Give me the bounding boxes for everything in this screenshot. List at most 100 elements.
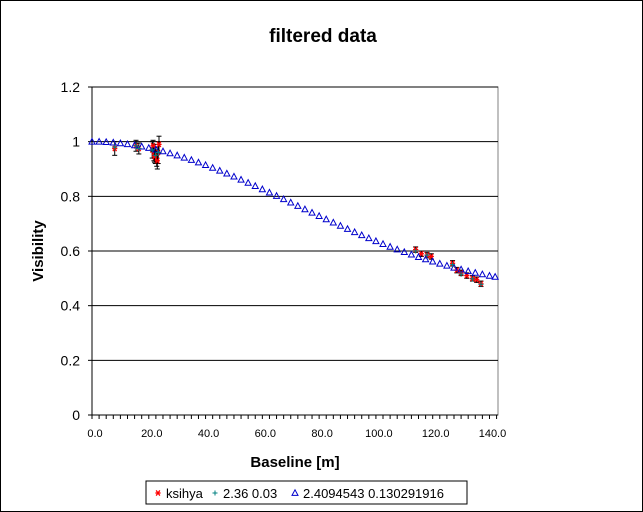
x-tick-label-4: 80.0	[311, 428, 332, 440]
fit-point-54	[471, 268, 480, 276]
fit-point-19	[223, 169, 231, 177]
fit-point-51	[450, 263, 458, 271]
fit-point-28	[286, 198, 295, 206]
plus-point-11	[478, 281, 484, 287]
plus-point-10	[469, 276, 475, 282]
fit-point-13	[180, 153, 189, 161]
legend-marker-0	[155, 490, 161, 496]
fit-point-53	[464, 266, 473, 275]
fit-point-34	[329, 218, 338, 226]
ksihya-marker-8	[156, 141, 162, 148]
fit-point-49	[435, 259, 444, 267]
fit-point-56	[485, 271, 494, 279]
fit-point-48	[428, 257, 437, 265]
x-axis-ticks: 0.0 20.0 40.0 60.0 80.0 100.0 120.0 140.0	[87, 415, 506, 440]
plus-point-1	[133, 143, 139, 149]
plus-point-6	[413, 248, 419, 254]
ksihya-marker-13	[418, 250, 424, 257]
fit-point-29	[294, 201, 302, 209]
fit-point-37	[350, 227, 359, 236]
series-plus-markers	[112, 143, 484, 287]
legend-marker-1	[212, 490, 218, 496]
fit-point-47	[421, 255, 430, 263]
y-tick-label-2: 0.4	[61, 298, 81, 314]
fit-point-36	[343, 224, 352, 232]
y-tick-label-3: 0.6	[61, 243, 81, 259]
fit-point-22	[244, 178, 252, 186]
fit-point-18	[215, 166, 224, 174]
fit-point-41	[379, 239, 387, 247]
plus-point-5	[155, 150, 161, 156]
fit-point-24	[258, 185, 267, 193]
x-tick-label-2: 40.0	[198, 428, 219, 440]
ksihya-marker-10	[154, 157, 160, 164]
legend-marker-2	[291, 488, 299, 496]
fit-point-0	[88, 137, 96, 145]
fit-point-39	[364, 233, 373, 242]
fit-point-33	[322, 215, 331, 223]
y-axis-label: Visibility	[30, 220, 47, 282]
fit-point-55	[478, 270, 487, 278]
plus-point-4	[152, 152, 158, 158]
y-tick-label-4: 0.8	[61, 188, 81, 204]
fit-point-30	[301, 205, 309, 213]
x-tick-label-7: 140.0	[479, 428, 507, 440]
fit-point-3	[109, 138, 118, 146]
fit-point-10	[159, 147, 167, 155]
ksihya-marker-21	[474, 276, 480, 283]
y-axis-ticks: 0 0.2 0.4 0.6 0.8 1 1.2	[61, 79, 92, 423]
legend-label-2: 2.4094543 0.130291916	[303, 486, 444, 501]
fit-point-26	[272, 191, 281, 199]
y-tick-label-5: 1	[72, 134, 80, 150]
fit-point-35	[336, 221, 345, 229]
x-tick-label-3: 60.0	[255, 428, 276, 440]
y-tick-label-6: 1.2	[61, 79, 81, 95]
x-tick-label-6: 120.0	[422, 428, 450, 440]
fit-point-20	[230, 172, 238, 180]
x-tick-label-5: 100.0	[365, 428, 393, 440]
plus-point-2	[136, 146, 142, 151]
fit-point-15	[194, 158, 203, 166]
ksihya-point-8	[156, 135, 162, 154]
legend-label-0: ksihya	[166, 486, 204, 501]
fit-point-44	[400, 247, 409, 256]
fit-point-43	[393, 245, 402, 253]
legend-box	[145, 480, 468, 505]
fit-point-32	[315, 211, 323, 219]
plus-point-7	[424, 252, 430, 258]
fit-point-4	[116, 139, 125, 147]
fit-point-38	[357, 230, 366, 239]
fit-point-11	[166, 149, 174, 157]
fit-point-45	[407, 250, 416, 258]
fit-point-25	[265, 188, 274, 196]
fit-point-5	[123, 139, 132, 148]
plus-point-3	[149, 147, 155, 153]
plus-point-0	[112, 144, 118, 150]
fit-point-23	[251, 181, 260, 189]
fit-point-31	[308, 208, 316, 216]
legend-label-1: 2.36 0.03	[223, 486, 277, 501]
fit-point-7	[137, 142, 146, 150]
chart-title: filtered data	[269, 26, 377, 47]
fit-point-46	[414, 252, 423, 260]
fit-point-42	[386, 242, 394, 250]
fit-point-17	[208, 163, 217, 171]
fit-point-12	[173, 151, 182, 159]
plus-point-9	[458, 271, 464, 277]
x-tick-label-1: 20.0	[141, 428, 162, 440]
fit-point-14	[187, 155, 196, 163]
fit-point-40	[372, 236, 380, 245]
fit-point-21	[237, 175, 245, 183]
x-tick-label-0: 0.0	[87, 428, 102, 440]
y-tick-label-0: 0	[72, 407, 80, 423]
fit-point-27	[279, 195, 288, 203]
fit-point-8	[144, 143, 153, 151]
ksihya-point-21	[474, 276, 480, 283]
x-axis-label: Baseline [m]	[250, 454, 339, 471]
legend: ksihya 2.36 0.03 2.4094543 0.130291916	[145, 480, 468, 505]
fit-point-57	[491, 272, 499, 280]
fit-point-2	[102, 137, 111, 145]
y-tick-label-1: 0.2	[61, 352, 81, 368]
